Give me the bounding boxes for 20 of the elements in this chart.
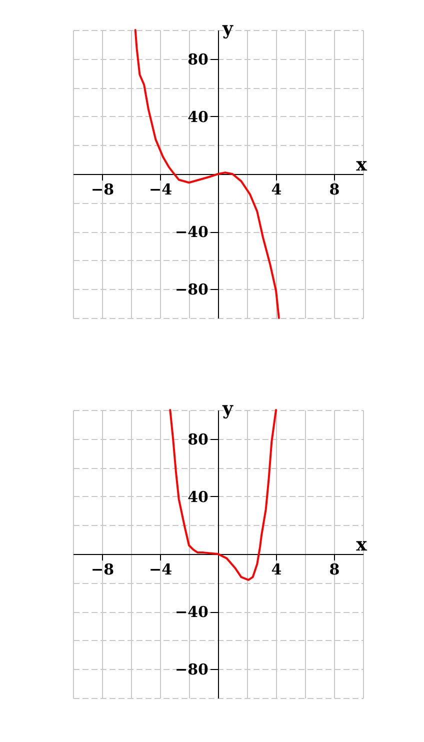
y-tick-label: −40: [175, 603, 208, 622]
y-tick-label: 40: [188, 108, 208, 126]
x-tick-label: 8: [329, 560, 340, 578]
x-tick-label: −8: [90, 560, 114, 578]
x-axis-title: x: [356, 154, 368, 176]
y-axis-title: y: [222, 398, 234, 420]
x-tick-label: 4: [271, 180, 282, 198]
x-tick-label: 4: [271, 560, 282, 578]
x-axis-title: x: [356, 534, 368, 556]
y-axis-title: y: [222, 18, 234, 40]
x-tick-label: −8: [90, 180, 114, 198]
y-tick-label: −80: [175, 280, 208, 299]
y-tick-label: 40: [188, 488, 208, 506]
y-tick-label: −80: [175, 660, 208, 679]
x-tick-label: −4: [148, 560, 172, 578]
y-tick-label: 80: [188, 430, 208, 448]
x-tick-label: 8: [329, 180, 340, 198]
x-tick-label: −4: [148, 180, 172, 198]
y-tick-label: 80: [188, 50, 208, 68]
y-tick-label: −40: [175, 223, 208, 242]
